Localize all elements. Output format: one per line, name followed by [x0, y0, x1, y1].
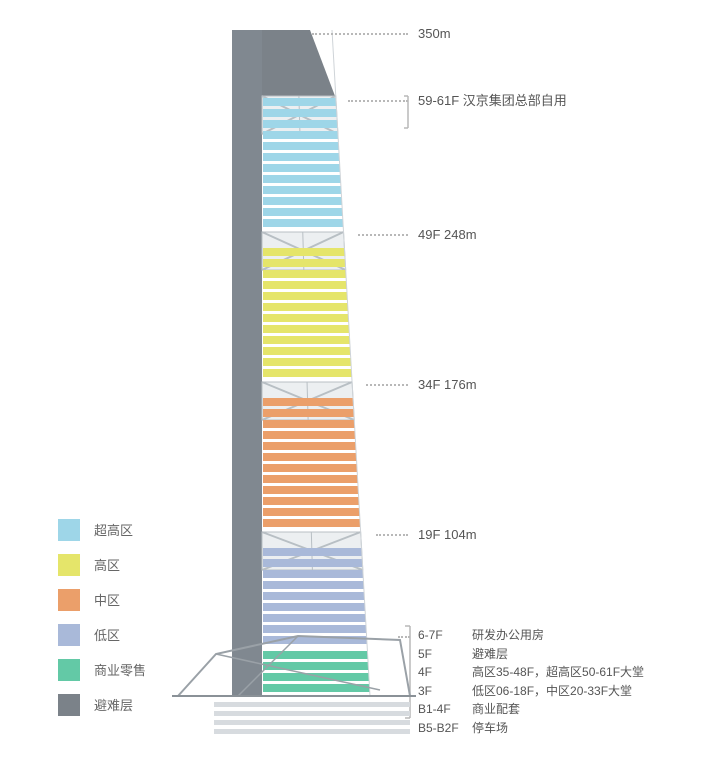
legend-swatch — [58, 589, 80, 611]
legend-label: 超高区 — [94, 520, 133, 539]
legend-label: 避难层 — [94, 695, 133, 714]
floor-range: 5F — [418, 645, 472, 664]
annot-49f: 49F 248m — [418, 226, 477, 245]
floor-detail-row: 4F高区35-48F，超高区50-61F大堂 — [418, 663, 644, 682]
floor-detail-row: 5F避难层 — [418, 645, 644, 664]
guide-line-350m — [312, 33, 408, 35]
floor-use: 停车场 — [472, 719, 508, 738]
annot-34f: 34F 176m — [418, 376, 477, 395]
legend-item-low: 低区 — [58, 617, 146, 652]
guide-line-49f — [358, 234, 408, 236]
guide-line-59-61f — [348, 100, 408, 102]
legend-swatch — [58, 694, 80, 716]
floor-range: 6-7F — [418, 626, 472, 645]
legend-label: 低区 — [94, 625, 120, 644]
annot-19f: 19F 104m — [418, 526, 477, 545]
legend-label: 商业零售 — [94, 660, 146, 679]
guide-line-34f — [366, 384, 408, 386]
annot-59-61f: 59-61F 汉京集团总部自用 — [418, 92, 567, 111]
floor-use: 高区35-48F，超高区50-61F大堂 — [472, 663, 644, 682]
floor-use: 避难层 — [472, 645, 508, 664]
legend-item-refuge: 避难层 — [58, 687, 146, 722]
floor-detail-row: 3F低区06-18F，中区20-33F大堂 — [418, 682, 644, 701]
legend-item-super_high: 超高区 — [58, 512, 146, 547]
legend-swatch — [58, 554, 80, 576]
legend-item-retail: 商业零售 — [58, 652, 146, 687]
legend-swatch — [58, 519, 80, 541]
annot-350m: 350m — [418, 25, 451, 44]
floor-use: 研发办公用房 — [472, 626, 544, 645]
floor-range: B5-B2F — [418, 719, 472, 738]
legend-label: 高区 — [94, 555, 120, 574]
floor-detail-list: 6-7F研发办公用房5F避难层4F高区35-48F，超高区50-61F大堂3F低… — [418, 626, 644, 738]
legend-item-mid: 中区 — [58, 582, 146, 617]
legend-swatch — [58, 659, 80, 681]
legend-item-high: 高区 — [58, 547, 146, 582]
guide-line-19f — [376, 534, 408, 536]
floor-range: 3F — [418, 682, 472, 701]
floor-detail-row: B5-B2F停车场 — [418, 719, 644, 738]
floor-use: 商业配套 — [472, 700, 520, 719]
legend: 超高区高区中区低区商业零售避难层 — [58, 512, 146, 722]
floor-detail-row: 6-7F研发办公用房 — [418, 626, 644, 645]
guide-line-podium — [398, 636, 410, 638]
floor-range: 4F — [418, 663, 472, 682]
floor-detail-row: B1-4F商业配套 — [418, 700, 644, 719]
floor-range: B1-4F — [418, 700, 472, 719]
legend-swatch — [58, 624, 80, 646]
legend-label: 中区 — [94, 590, 120, 609]
floor-use: 低区06-18F，中区20-33F大堂 — [472, 682, 632, 701]
